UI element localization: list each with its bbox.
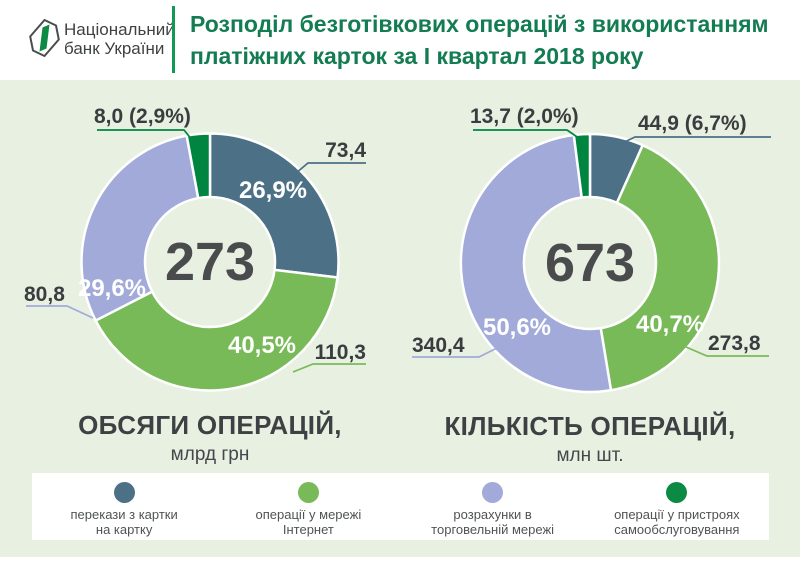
count-callout-retail: 340,4 [412,334,465,357]
legend-item-internet: операції у мережі Інтернет [216,473,400,540]
legend: перекази з картки на картку операції у м… [32,473,769,540]
volume-callout-retail: 80,8 [24,283,65,306]
count-callout-selfservice: 13,7 (2,0%) [470,105,579,128]
legend-label-line: Інтернет [282,521,334,537]
donut-slice-2 [459,133,613,394]
legend-dot-selfservice [666,482,688,503]
volume-pct-card2card: 26,9% [238,177,308,204]
page-title: Розподіл безготівкових операцій з викори… [190,8,769,72]
legend-label-line: перекази з картки [70,507,178,522]
legend-dot-internet [297,482,319,503]
volume-callout-selfservice: 8,0 (2,9%) [94,105,191,128]
legend-dot-card2card [113,482,135,503]
legend-label-line: торговельній мережі [431,521,555,537]
legend-label-line: розрахунки в [453,507,532,522]
count-section-title: КІЛЬКІСТЬ ОПЕРАЦІЙ, млн шт. [410,411,770,467]
donut-slice-1 [94,268,339,392]
count-unit: млн шт. [556,445,624,466]
volume-section-title: ОБСЯГИ ОПЕРАЦІЙ, млрд грн [30,410,390,466]
count-pct-internet: 40,7% [635,311,705,338]
count-callout-internet: 273,8 [708,332,761,355]
nbu-logo-icon [29,19,60,57]
footer-strip [0,557,800,566]
count-total: 673 [544,233,636,293]
legend-item-retail: розрахунки в торговельній мережі [401,473,585,540]
legend-label-line: операції у пристроях [614,507,740,522]
volume-title: ОБСЯГИ ОПЕРАЦІЙ, [78,410,342,440]
volume-donut-chart [80,132,340,392]
volume-pct-internet: 40,5% [227,332,297,359]
legend-label-retail: розрахунки в торговельній мережі [431,507,555,537]
volume-callout-internet: 110,3 [314,341,366,364]
legend-item-card2card: перекази з картки на картку [32,473,216,540]
header-divider [172,6,175,73]
legend-dot-retail [482,482,504,503]
volume-callout-card2card: 73,4 [325,139,366,162]
page-title-line1: Розподіл безготівкових операцій з викори… [190,11,769,37]
legend-label-selfservice: операції у пристроях самообслуговування [614,507,740,537]
bank-name-line1: Національний [64,20,175,39]
legend-label-line: самообслуговування [614,521,740,537]
volume-pct-retail: 29,6% [77,275,147,302]
page-title-line2: платіжних карток за І квартал 2018 року [190,43,644,69]
volume-unit: млрд грн [170,444,250,465]
count-pct-retail: 50,6% [482,314,552,341]
header: Національний банк України Розподіл безго… [0,0,800,80]
legend-label-card2card: перекази з картки на картку [70,507,178,537]
legend-label-line: на картку [95,521,153,537]
count-donut-chart [459,132,721,394]
volume-total: 273 [164,232,256,292]
count-callout-card2card: 44,9 (6,7%) [638,112,747,135]
donut-slice-1 [599,144,721,392]
legend-item-selfservice: операції у пристроях самообслуговування [585,473,769,540]
bank-name-line2: банк України [64,39,165,58]
legend-label-internet: операції у мережі Інтернет [255,507,362,537]
donut-slice-0 [208,132,340,279]
bank-name: Національний банк України [64,20,175,58]
legend-label-line: операції у мережі [255,507,362,522]
count-title: КІЛЬКІСТЬ ОПЕРАЦІЙ, [444,411,736,441]
